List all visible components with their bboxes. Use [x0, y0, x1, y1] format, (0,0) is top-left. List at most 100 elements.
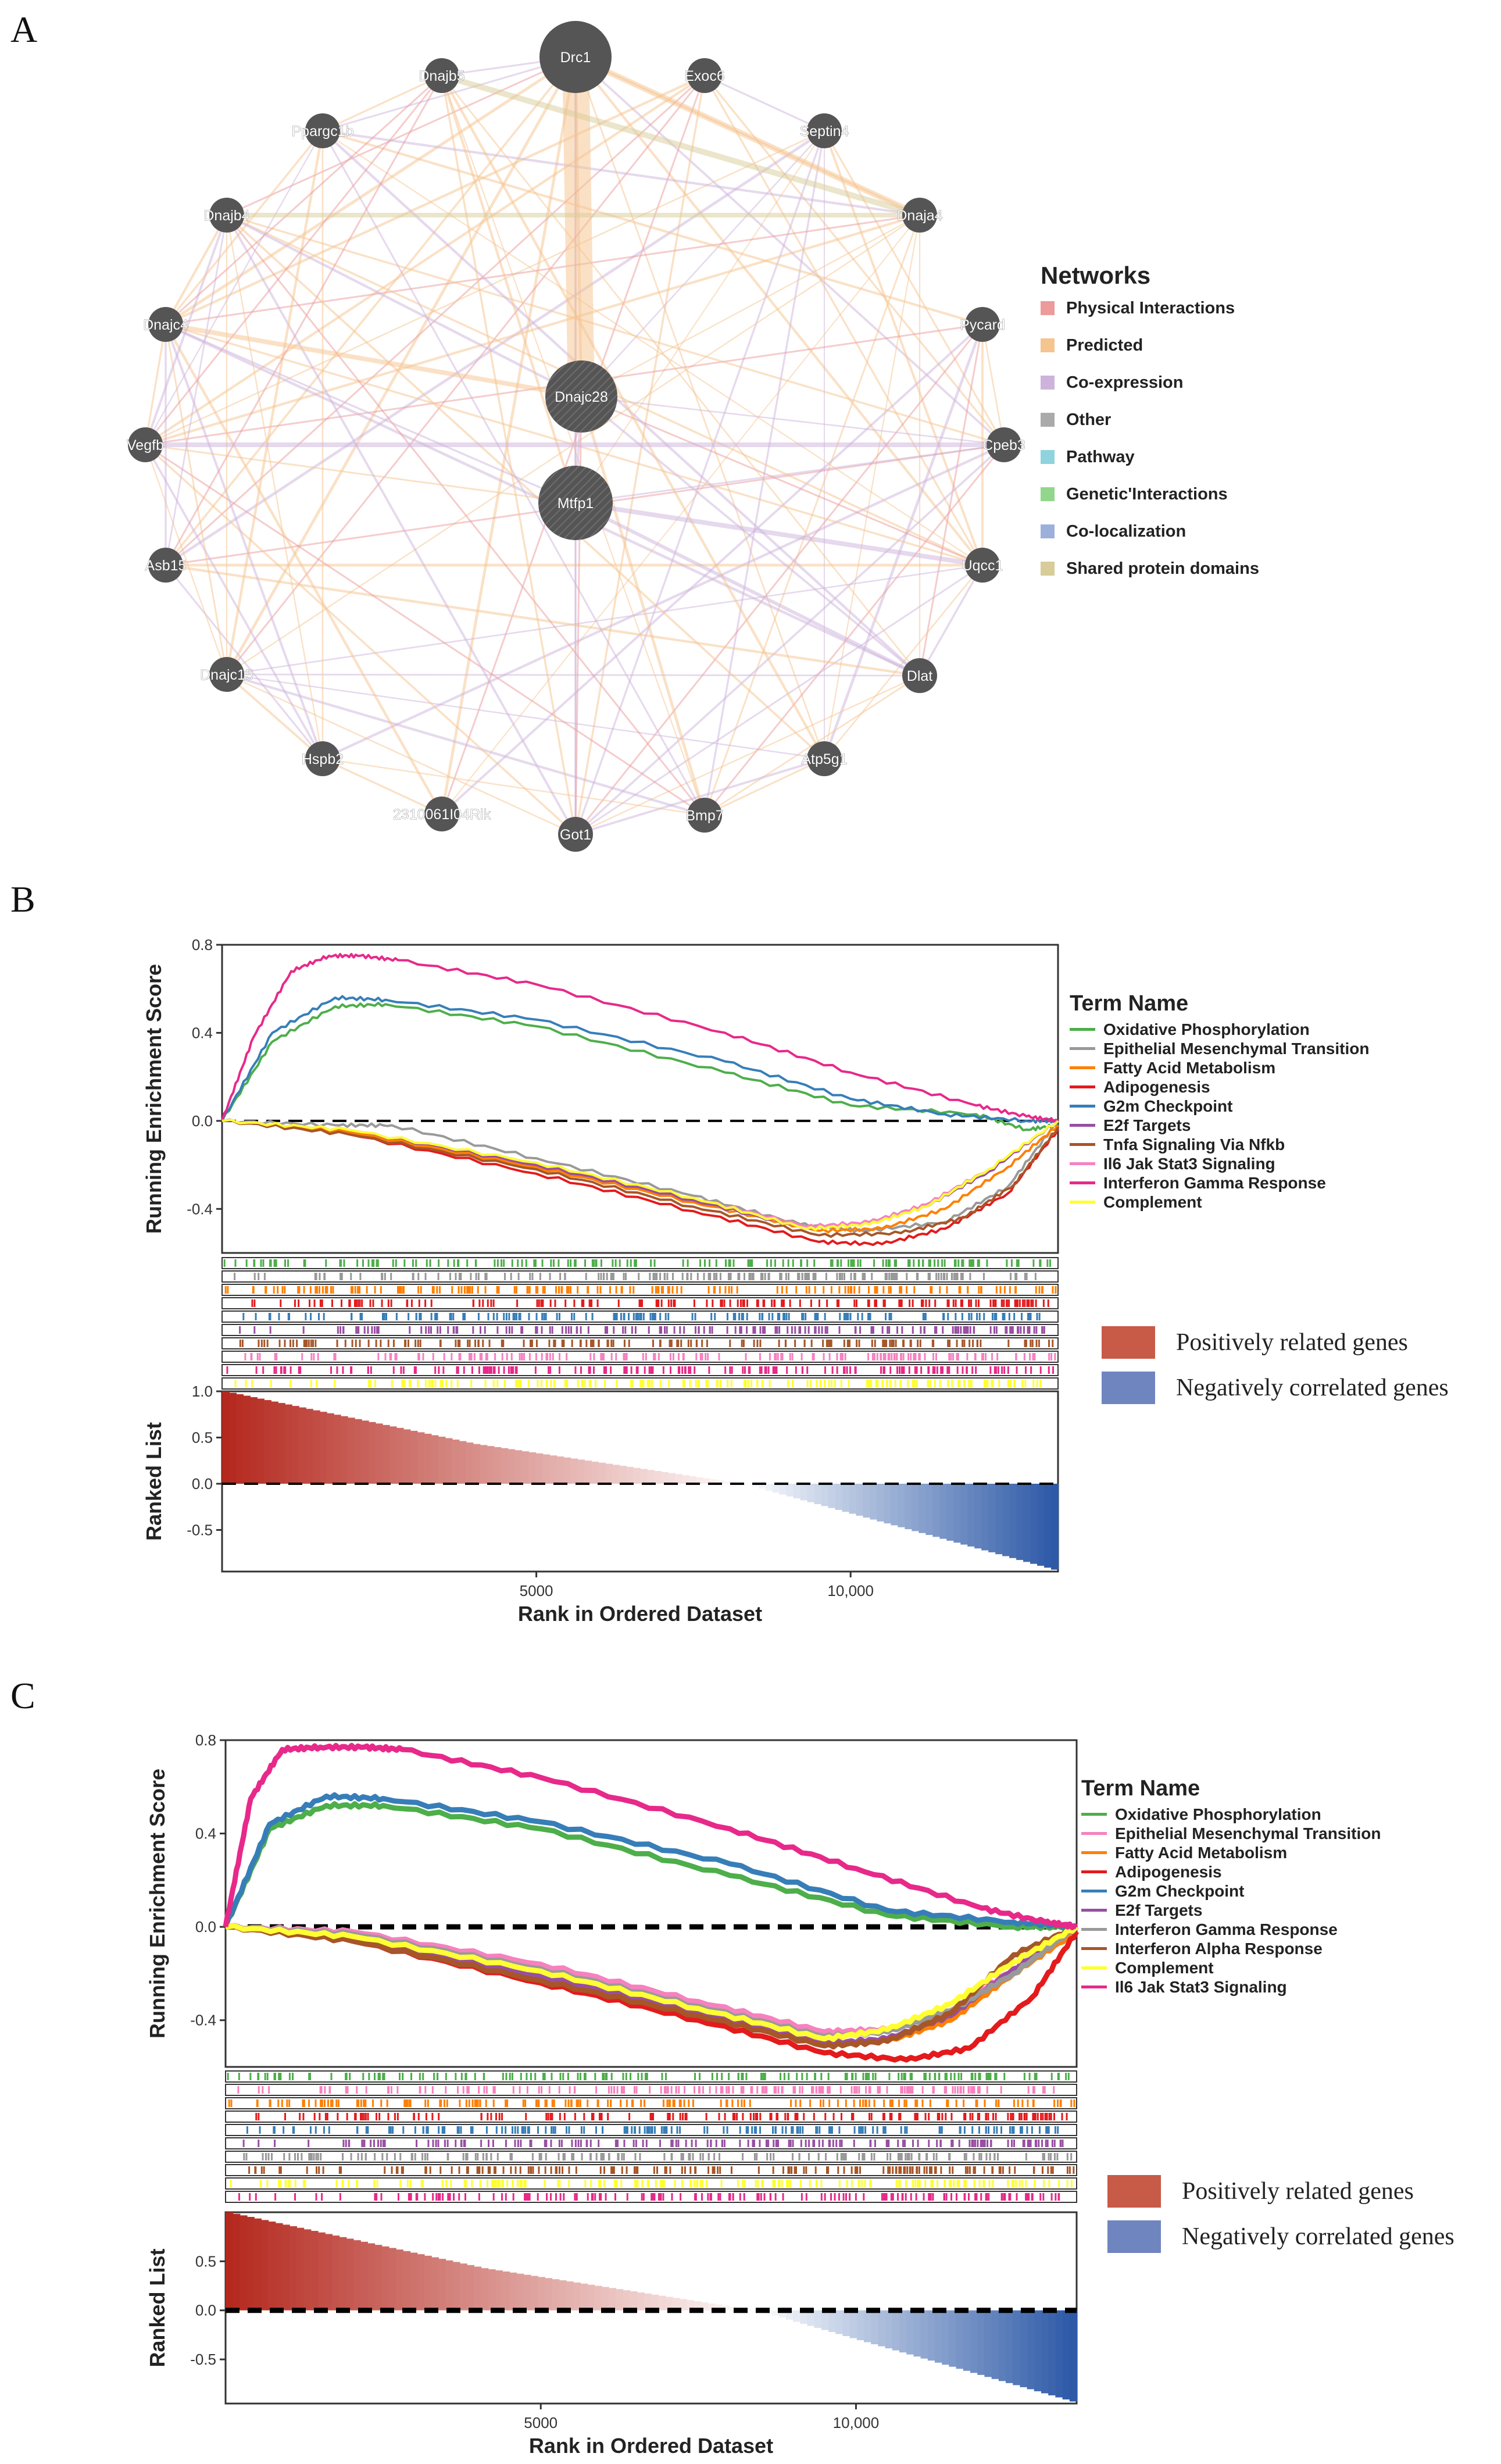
node-label: Mtfp1 — [557, 495, 594, 512]
node-circle — [558, 817, 593, 852]
term-legend-b: Term Name Oxidative Phosphorylation Epith… — [1070, 991, 1369, 1212]
ranked-bar-c — [892, 2310, 900, 2351]
network-node-ppargc1b: Ppargc1b — [291, 113, 354, 148]
network-node-septin4: Septin4 — [799, 113, 849, 148]
network-edge-got1-vegfb — [144, 444, 577, 835]
node-label: Dnajc15 — [200, 667, 253, 683]
ranked-bar-c — [991, 2310, 999, 2379]
ranked-bar-c — [949, 2310, 957, 2367]
ranked-bar-c — [545, 2278, 553, 2311]
barcode-frame-b-oxidative-phosphorylation — [221, 1257, 1059, 1269]
ranked-bar-b — [263, 1400, 271, 1484]
network-edge-dlat-ppargc1b — [321, 130, 921, 677]
ranked-bar-c — [970, 2310, 978, 2373]
network-edge-hspb2-vegfb — [144, 444, 324, 759]
ranked-bar-b — [459, 1441, 467, 1484]
ranked-bar-b — [1023, 1483, 1031, 1562]
barcode-frame-b-complement — [221, 1377, 1059, 1390]
term-c-label: Adipogenesis — [1115, 1862, 1222, 1881]
term-c-fatty-acid-metabolism: Fatty Acid Metabolism — [1081, 1843, 1381, 1862]
ranked-bar-c — [360, 2241, 368, 2311]
term-c-swatch — [1081, 1813, 1107, 1816]
ranked-bar-c — [630, 2291, 638, 2311]
term-c-label: Oxidative Phosphorylation — [1115, 1805, 1321, 1823]
ranked-bar-c — [707, 2303, 716, 2311]
term-b-fatty-acid-metabolism: Fatty Acid Metabolism — [1070, 1058, 1369, 1077]
gene-network: Drc1 Exoc6 Septin4 Dnaja4 Pycard Cpeb3 Uqcc1 Dl… — [127, 21, 1025, 852]
ranked-bar-b — [842, 1483, 850, 1512]
network-legend-item-swatch — [1041, 487, 1055, 501]
network-legend-item-swatch — [1041, 301, 1055, 315]
ranked-bar-c — [502, 2271, 510, 2311]
network-edge-drc1-2310061i04rik — [440, 56, 577, 815]
network-node-got1: Got1 — [558, 817, 593, 852]
network-edge-dnajc4-dnajc28 — [165, 322, 582, 399]
ranked-bar-b — [487, 1446, 495, 1484]
ranked-bar-c — [977, 2310, 985, 2375]
term-b-label: Adipogenesis — [1103, 1077, 1210, 1096]
barcode-frame-b-epithelial-mesenchymal-transition — [221, 1270, 1059, 1283]
node-circle — [209, 198, 244, 233]
network-legend-item-label: Predicted — [1066, 335, 1143, 355]
ranked-bar-b — [466, 1442, 474, 1484]
network-node-pycard: Pycard — [960, 307, 1005, 342]
term-b-il6-jak-stat3-signaling: Il6 Jak Stat3 Signaling — [1070, 1154, 1369, 1173]
ranked-bar-c — [566, 2281, 574, 2311]
es-line-b-tnfa-signaling-via-nfkb — [221, 1119, 1059, 1238]
network-node-uqcc1: Uqcc1 — [962, 548, 1003, 583]
network-legend-item-physical-interactions: Physical Interactions — [1041, 290, 1259, 327]
gene-legend-b-negatively-correlated-genes: Negatively correlated genes — [1102, 1365, 1449, 1410]
network-edge-dnajc15-dnajc4 — [165, 324, 228, 675]
network-node-dnajc15: Dnajc15 — [200, 657, 253, 692]
es-tick-label-c: -0.4 — [190, 2012, 216, 2029]
network-edge-atp5g1-dnajb4 — [226, 214, 825, 760]
node-label: Got1 — [560, 827, 591, 843]
node-label: Dlat — [907, 668, 933, 684]
es-tick-label-c: 0.4 — [195, 1825, 216, 1842]
gene-legend-c-positively-related-genes: Positively related genes — [1107, 2169, 1454, 2214]
network-node-dnajc28: Dnajc28 — [545, 360, 617, 433]
term-b-label: Fatty Acid Metabolism — [1103, 1058, 1276, 1077]
network-edge-exoc6-septin4 — [704, 74, 825, 132]
ranked-bar-c — [672, 2298, 680, 2311]
ranked-bar-b — [1002, 1483, 1010, 1556]
network-legend-item-co-localization: Co-localization — [1041, 513, 1259, 550]
node-circle — [128, 427, 163, 462]
ranked-bar-c — [488, 2269, 496, 2311]
node-label: Pycard — [960, 317, 1005, 333]
ranked-bar-c — [1020, 2310, 1028, 2387]
network-edge-cpeb3-mtfp1 — [575, 444, 1005, 504]
term-b-adipogenesis: Adipogenesis — [1070, 1077, 1369, 1097]
ranked-bar-b — [312, 1410, 320, 1484]
ranked-y-label-c: Ranked List — [145, 2248, 169, 2367]
term-c-label: Interferon Alpha Response — [1115, 1939, 1323, 1958]
ranked-bar-b — [501, 1448, 509, 1484]
ranked-bar-b — [779, 1483, 787, 1495]
network-edge-drc1-asb15 — [165, 56, 577, 566]
ranked-bar-c — [310, 2231, 319, 2311]
ranked-bar-c — [587, 2284, 595, 2311]
network-legend-item-pathway: Pathway — [1041, 438, 1259, 476]
network-edge-pycard-2310061i04rik — [441, 323, 984, 815]
ranked-bar-c — [324, 2234, 333, 2311]
ranked-bar-c — [403, 2251, 411, 2311]
network-edge-atp5g1-bmp7 — [704, 758, 825, 816]
network-edge-vegfb-dnajc4 — [144, 324, 167, 445]
es-line-b-adipogenesis — [221, 1119, 1059, 1247]
network-edge-dnajc4-dnajb5 — [165, 74, 443, 326]
ranked-bar-c — [410, 2252, 418, 2311]
ranked-bar-c — [757, 2310, 766, 2312]
term-b-epithelial-mesenchymal-transition: Epithelial Mesenchymal Transition — [1070, 1039, 1369, 1058]
ranked-bar-b — [305, 1409, 313, 1484]
network-edge-pycard-cpeb3 — [981, 324, 1005, 445]
es-tick-label-b: 0.0 — [192, 1112, 213, 1130]
ranked-bar-b — [284, 1404, 292, 1484]
ranked-bar-c — [679, 2299, 687, 2311]
es-line-c-e2f-targets — [225, 1923, 1079, 2048]
ranked-bar-b — [863, 1483, 871, 1518]
network-edge-atp5g1-dnajc15 — [226, 673, 825, 760]
ranked-bar-c — [332, 2236, 340, 2311]
barcode-frame-b-g2m-checkpoint — [221, 1310, 1059, 1323]
ranked-bar-b — [988, 1483, 996, 1552]
ranked-bar-c — [764, 2310, 773, 2314]
